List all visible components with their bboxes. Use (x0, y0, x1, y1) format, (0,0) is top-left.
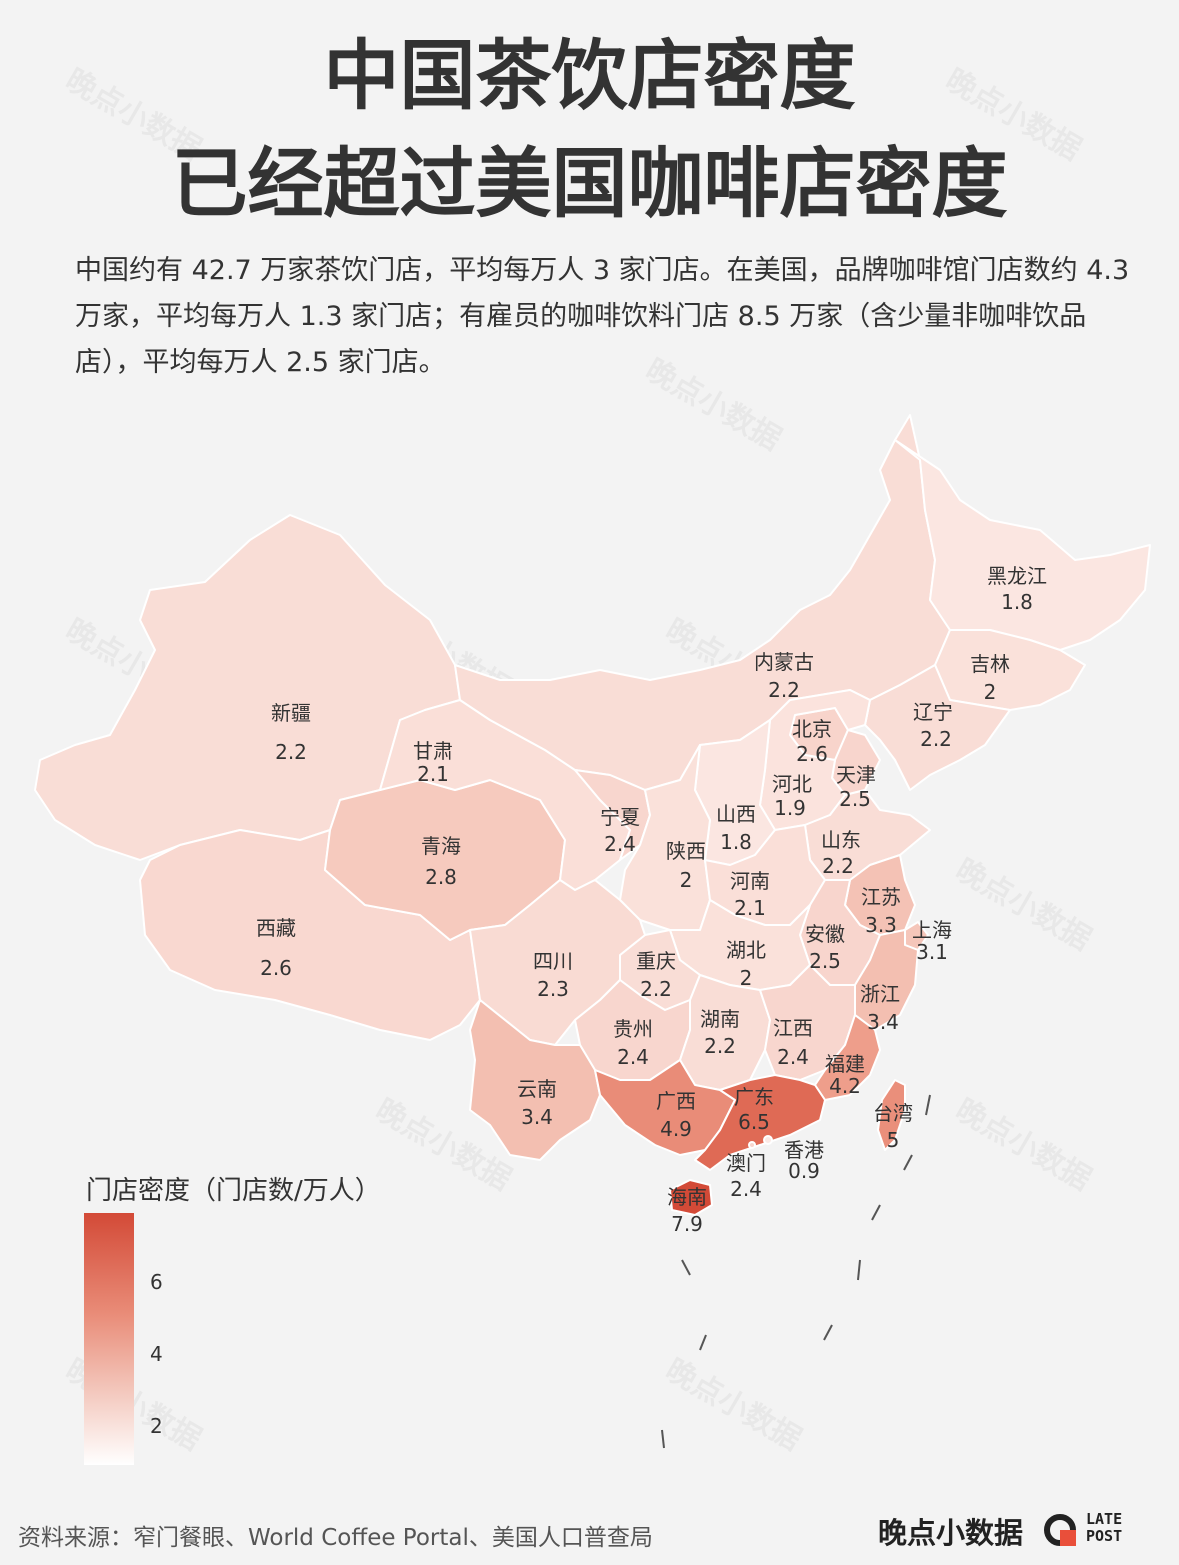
province-name-label: 江西 (773, 1016, 813, 1040)
province-name-label: 上海 (912, 918, 952, 942)
province-name-label: 安徽 (805, 922, 845, 946)
province-value-label: 3.4 (521, 1105, 553, 1129)
province-value-label: 2.1 (417, 762, 449, 786)
province-taiwan (877, 1079, 906, 1151)
province-value-label: 2.2 (920, 727, 952, 751)
province-liaoning (864, 664, 1011, 791)
province-name-label: 湖南 (700, 1007, 740, 1031)
province-value-label: 3.1 (916, 940, 948, 964)
province-name-label: 黑龙江 (987, 564, 1047, 588)
province-value-label: 1.8 (720, 830, 752, 854)
province-value-label: 5 (887, 1128, 900, 1152)
province-name-label: 山西 (716, 802, 756, 826)
province-guangdong (694, 1074, 826, 1171)
province-name-label: 西藏 (256, 916, 296, 940)
south-china-sea-dashes (661, 1094, 931, 1449)
province-value-label: 2.6 (260, 956, 292, 980)
province-name-label: 青海 (421, 834, 461, 858)
province-name-label: 河南 (730, 869, 770, 893)
province-heilongjiang (894, 439, 1151, 651)
province-name-label: 贵州 (613, 1017, 653, 1041)
province-fujian (814, 1014, 881, 1101)
province-name-label: 天津 (836, 763, 876, 787)
province-name-label: 台湾 (873, 1101, 913, 1125)
province-value-label: 6.5 (738, 1110, 770, 1134)
province-name-label: 海南 (667, 1185, 707, 1209)
province-name-label: 四川 (533, 949, 573, 973)
province-value-label: 2.3 (537, 977, 569, 1001)
brand-latepost: LATE POST (1086, 1511, 1122, 1545)
latepost-logo-icon (1044, 1514, 1076, 1546)
province-value-label: 2.2 (822, 854, 854, 878)
province-value-label: 2.4 (617, 1045, 649, 1069)
province-name-label: 云南 (517, 1077, 557, 1101)
brand-post-text: POST (1086, 1527, 1123, 1545)
province-name-label: 陕西 (666, 839, 706, 863)
province-value-label: 4.2 (829, 1074, 861, 1098)
province-name-label: 广东 (734, 1085, 774, 1109)
province-hongkong (763, 1135, 773, 1145)
province-value-label: 2 (984, 680, 997, 704)
province-name-label: 重庆 (636, 949, 676, 973)
intro-text: 中国约有 42.7 万家茶饮门店，平均每万人 3 家门店。在美国，品牌咖啡馆门店… (75, 255, 1130, 378)
province-name-label: 香港 (784, 1138, 824, 1162)
province-name-label: 澳门 (726, 1151, 766, 1175)
province-name-label: 吉林 (970, 652, 1010, 676)
province-value-label: 1.9 (774, 796, 806, 820)
province-value-label: 2.4 (730, 1177, 762, 1201)
province-name-label: 福建 (825, 1052, 865, 1076)
province-value-label: 2 (740, 966, 753, 990)
legend-color-bar (84, 1213, 134, 1465)
legend-tick-6: 6 (150, 1270, 163, 1294)
province-name-label: 内蒙古 (754, 650, 814, 674)
province-value-label: 2.4 (777, 1045, 809, 1069)
province-name-label: 浙江 (860, 982, 900, 1006)
province-name-label: 辽宁 (913, 700, 953, 724)
province-name-label: 甘肃 (413, 739, 453, 763)
province-name-label: 新疆 (271, 701, 311, 725)
page-title-line2: 已经超过美国咖啡店密度 (171, 139, 1008, 228)
province-value-label: 2.2 (640, 977, 672, 1001)
province-yunnan (469, 999, 601, 1161)
province-value-label: 2.5 (809, 949, 841, 973)
province-value-label: 3.4 (867, 1010, 899, 1034)
province-value-label: 2.6 (796, 742, 828, 766)
province-value-label: 2.2 (768, 678, 800, 702)
province-value-label: 2.1 (734, 896, 766, 920)
province-value-label: 0.9 (788, 1159, 820, 1183)
brand-late-text: LATE (1086, 1510, 1123, 1528)
page-title-line1: 中国茶饮店密度 (323, 31, 856, 120)
legend-tick-4: 4 (150, 1342, 163, 1366)
province-name-label: 河北 (772, 772, 812, 796)
province-value-label: 1.8 (1001, 590, 1033, 614)
province-value-label: 7.9 (671, 1212, 703, 1236)
province-name-label: 广西 (656, 1089, 696, 1113)
province-macau (748, 1141, 756, 1149)
brand-name: 晚点小数据 (878, 1516, 1024, 1550)
province-value-label: 4.9 (660, 1117, 692, 1141)
province-value-label: 3.3 (865, 913, 897, 937)
legend-tick-2: 2 (150, 1414, 163, 1438)
province-name-label: 江苏 (861, 885, 901, 909)
province-name-label: 湖北 (726, 938, 766, 962)
province-value-label: 2.8 (425, 865, 457, 889)
province-value-label: 2.4 (604, 832, 636, 856)
province-name-label: 山东 (821, 828, 861, 852)
province-hainan (669, 1179, 713, 1216)
province-name-label: 北京 (792, 717, 832, 741)
province-name-label: 宁夏 (600, 805, 640, 829)
province-value-label: 2.2 (704, 1034, 736, 1058)
province-value-label: 2.5 (839, 787, 871, 811)
source-note: 资料来源：窄门餐眼、World Coffee Portal、美国人口普查局 (18, 1525, 653, 1551)
province-value-label: 2 (680, 868, 693, 892)
province-hunan (679, 974, 771, 1091)
province-value-label: 2.2 (275, 740, 307, 764)
legend-title: 门店密度（门店数/万人） (86, 1176, 381, 1206)
